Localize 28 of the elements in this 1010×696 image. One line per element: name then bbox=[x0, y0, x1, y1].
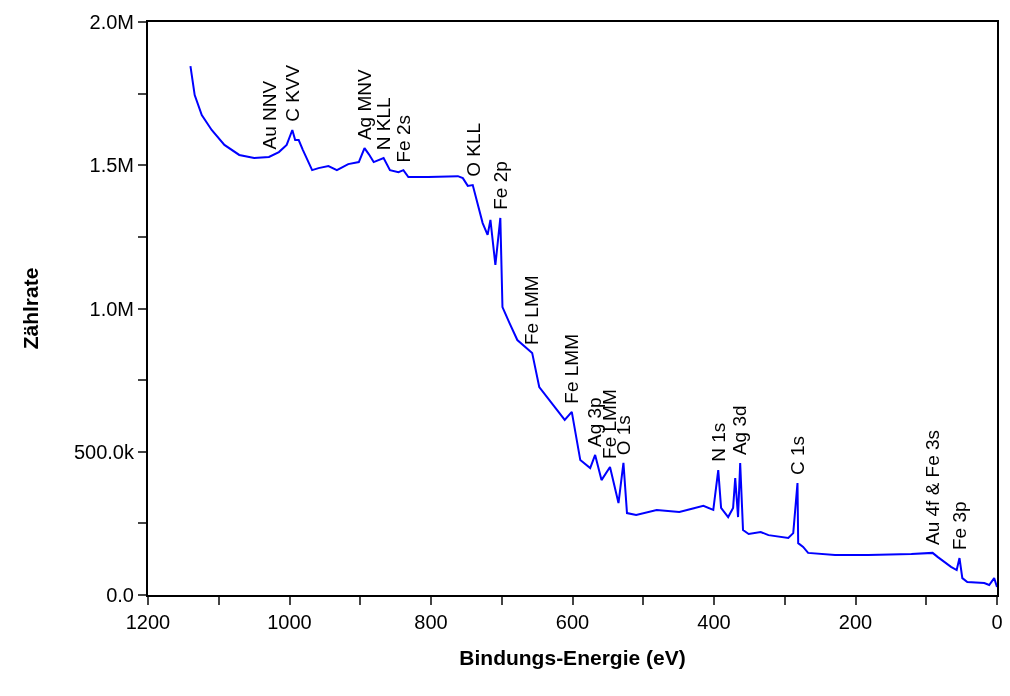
annotation: N 1s bbox=[707, 422, 729, 462]
y-tick-label: 0.0 bbox=[106, 584, 134, 606]
y-tick-label: 1.5M bbox=[89, 154, 134, 177]
annotation: Fe 2p bbox=[489, 161, 511, 210]
x-tick-label: 600 bbox=[555, 611, 590, 633]
y-axis-title: Zählrate bbox=[18, 267, 42, 350]
annotation: Fe LMM bbox=[521, 275, 543, 346]
annotation: O KLL bbox=[462, 122, 484, 177]
y-tick-label: 2.0M bbox=[89, 11, 134, 33]
x-tick-label: 400 bbox=[697, 611, 731, 633]
y-tick-label: 1.0M bbox=[89, 297, 134, 320]
x-tick-label: 1200 bbox=[125, 611, 171, 633]
y-tick-label: 500.0k bbox=[73, 440, 135, 463]
annotation: Ag 3d bbox=[729, 405, 751, 456]
x-tick-label: 800 bbox=[414, 611, 448, 633]
line-series bbox=[189, 65, 997, 588]
x-tick-label: 1000 bbox=[267, 611, 312, 633]
annotation: C 1s bbox=[787, 435, 809, 475]
x-tick-label: 200 bbox=[838, 611, 873, 633]
annotation: Au 4f & Fe 3s bbox=[922, 429, 944, 545]
annotation: Ag MNV bbox=[353, 68, 375, 141]
annotation: Au NNV bbox=[258, 80, 280, 150]
x-tick-label: 0 bbox=[991, 611, 1003, 633]
annotation: Fe LMM bbox=[560, 334, 582, 404]
annotation: C KVV bbox=[281, 64, 303, 122]
annotation: Fe 3p bbox=[948, 501, 970, 551]
x-axis-title: Bindungs-Energie (eV) bbox=[459, 645, 686, 669]
annotation: Fe 2s bbox=[393, 115, 415, 163]
